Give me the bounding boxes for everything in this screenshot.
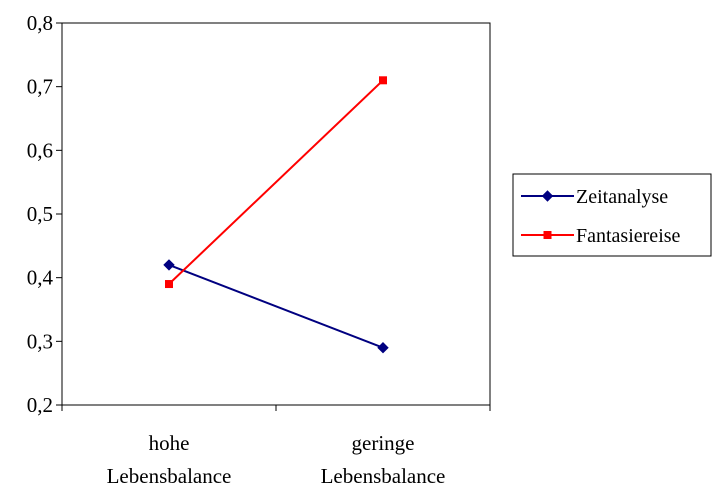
x-category-label: Lebensbalance: [321, 464, 446, 488]
plot-area: [61, 22, 491, 406]
data-point: [379, 76, 387, 85]
x-category-label: hohe: [149, 431, 190, 455]
legend-box: [512, 173, 712, 257]
series-layer: [163, 76, 389, 354]
legend: Zeitanalyse Fantasiereise: [512, 173, 712, 257]
data-point: [163, 259, 175, 271]
legend-marker: [541, 190, 554, 202]
y-tick-label: 0,8: [27, 11, 53, 35]
y-axis: 0,2 0,3 0,4 0,5 0,6 0,7 0,8: [27, 11, 62, 417]
legend-label: Fantasiereise: [576, 225, 681, 247]
data-point: [377, 341, 389, 354]
y-tick-label: 0,6: [27, 138, 53, 162]
series-line-1: [168, 79, 384, 285]
x-category-label: geringe: [352, 431, 415, 455]
y-tick-label: 0,3: [27, 329, 53, 353]
series-line-0: [168, 264, 384, 349]
y-tick-label: 0,2: [27, 393, 53, 417]
y-tick-label: 0,7: [27, 75, 53, 99]
legend-label: Zeitanalyse: [576, 186, 668, 208]
legend-marker: [543, 231, 552, 239]
y-tick-label: 0,4: [27, 266, 54, 290]
x-category-label: Lebensbalance: [107, 464, 232, 488]
data-point: [165, 280, 173, 289]
x-axis: hohe Lebensbalance geringe Lebensbalance: [61, 405, 491, 488]
y-tick-label: 0,5: [27, 202, 53, 226]
